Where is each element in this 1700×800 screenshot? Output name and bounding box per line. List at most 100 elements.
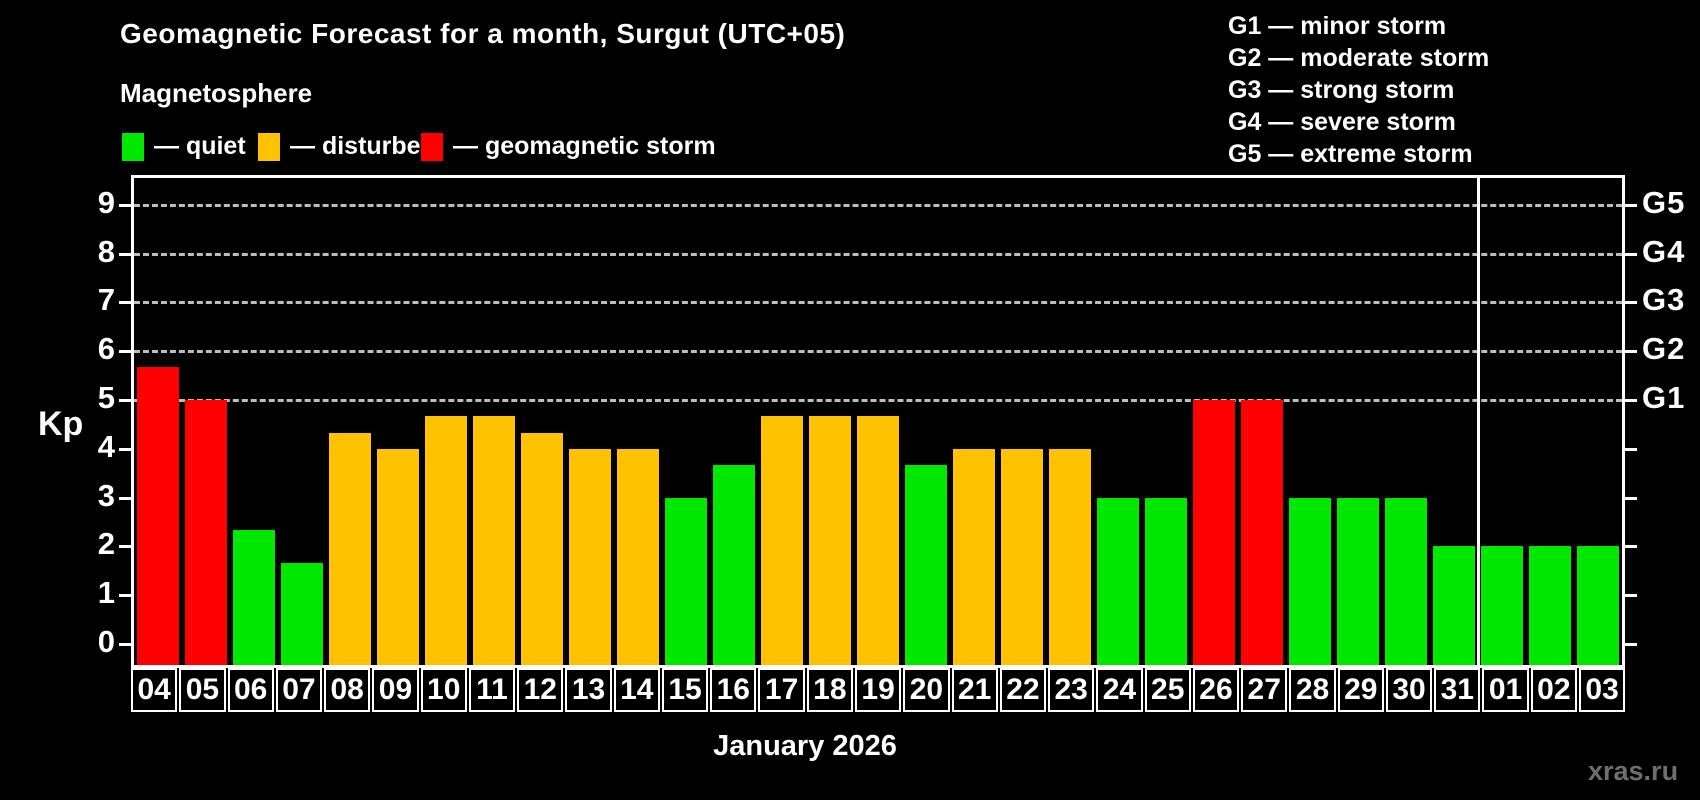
legend-label-disturbed: — disturbed bbox=[290, 132, 436, 160]
day-label-15: 15 bbox=[661, 668, 709, 712]
legend-item-storm: — geomagnetic storm bbox=[421, 132, 716, 161]
y-tick-mark-right-8 bbox=[1625, 252, 1637, 256]
y-tick-label-8: 8 bbox=[97, 233, 115, 269]
y-tick-label-0: 0 bbox=[97, 624, 115, 660]
bar-day-29 bbox=[1337, 497, 1379, 665]
magnetosphere-heading: Magnetosphere bbox=[120, 78, 313, 108]
g1-legend-line: G1 — minor storm bbox=[1228, 12, 1447, 40]
g-axis-label-g1: G1 bbox=[1642, 380, 1686, 416]
bar-day-18 bbox=[809, 416, 851, 665]
y-tick-label-1: 1 bbox=[97, 575, 115, 611]
disturbed-color-swatch bbox=[258, 132, 280, 161]
y-tick-mark-left-1 bbox=[119, 594, 131, 598]
page-title: Geomagnetic Forecast for a month, Surgut… bbox=[120, 18, 846, 49]
y-tick-label-9: 9 bbox=[97, 184, 115, 220]
y-tick-mark-right-1 bbox=[1625, 594, 1637, 598]
day-label-27: 27 bbox=[1241, 668, 1288, 712]
day-label-17: 17 bbox=[758, 668, 805, 712]
bar-day-03 bbox=[1577, 546, 1619, 665]
y-tick-mark-right-2 bbox=[1625, 545, 1637, 549]
bar-day-12 bbox=[521, 432, 563, 665]
day-label-14: 14 bbox=[613, 668, 660, 712]
bar-day-01 bbox=[1481, 546, 1523, 665]
bar-day-13 bbox=[569, 448, 611, 665]
legend-item-quiet: — quiet bbox=[122, 132, 246, 161]
day-label-31: 31 bbox=[1434, 668, 1481, 712]
day-label-01: 01 bbox=[1482, 668, 1529, 712]
storm-color-swatch bbox=[421, 132, 443, 161]
g-axis-label-g5: G5 bbox=[1642, 184, 1686, 220]
g3-legend-line: G3 — strong storm bbox=[1228, 76, 1455, 104]
bar-day-07 bbox=[281, 562, 323, 665]
y-tick-mark-right-0 bbox=[1625, 643, 1637, 647]
y-tick-mark-right-3 bbox=[1625, 496, 1637, 500]
day-label-20: 20 bbox=[903, 668, 950, 712]
bar-day-23 bbox=[1049, 448, 1091, 665]
quiet-color-swatch bbox=[122, 132, 144, 161]
day-label-28: 28 bbox=[1289, 668, 1336, 712]
g-axis-label-g3: G3 bbox=[1642, 282, 1686, 318]
bar-day-06 bbox=[233, 530, 275, 665]
bar-day-15 bbox=[665, 497, 707, 665]
bar-day-11 bbox=[473, 416, 515, 665]
day-label-09: 09 bbox=[372, 668, 419, 712]
day-label-18: 18 bbox=[806, 668, 853, 712]
y-tick-mark-left-8 bbox=[119, 252, 131, 256]
legend-label-quiet: — quiet bbox=[154, 132, 246, 160]
day-label-30: 30 bbox=[1385, 668, 1433, 712]
bar-day-31 bbox=[1433, 546, 1475, 665]
y-tick-mark-left-9 bbox=[119, 203, 131, 207]
day-label-03: 03 bbox=[1578, 668, 1626, 712]
bar-day-30 bbox=[1385, 497, 1427, 665]
day-label-08: 08 bbox=[324, 668, 371, 712]
g-axis-label-g4: G4 bbox=[1642, 233, 1686, 269]
g2-legend-line: G2 — moderate storm bbox=[1228, 44, 1490, 72]
y-tick-mark-right-5 bbox=[1625, 399, 1637, 403]
y-tick-mark-left-0 bbox=[119, 643, 131, 647]
bar-day-27 bbox=[1241, 400, 1283, 665]
bar-day-16 bbox=[713, 464, 755, 665]
day-label-02: 02 bbox=[1530, 668, 1577, 712]
legend-item-disturbed: — disturbed bbox=[258, 132, 436, 161]
y-tick-mark-left-7 bbox=[119, 301, 131, 305]
day-label-04: 04 bbox=[131, 668, 178, 712]
watermark: xras.ru bbox=[1588, 756, 1679, 786]
bar-day-24 bbox=[1097, 497, 1139, 665]
y-axis-label: Kp bbox=[38, 405, 84, 443]
y-tick-mark-right-4 bbox=[1625, 447, 1637, 451]
y-tick-label-6: 6 bbox=[97, 331, 115, 367]
day-label-13: 13 bbox=[565, 668, 612, 712]
y-tick-label-4: 4 bbox=[97, 428, 115, 464]
bar-day-20 bbox=[905, 464, 947, 665]
day-label-24: 24 bbox=[1096, 668, 1143, 712]
day-label-07: 07 bbox=[275, 668, 323, 712]
y-tick-label-5: 5 bbox=[97, 380, 115, 416]
g5-legend-line: G5 — extreme storm bbox=[1228, 140, 1473, 168]
g-scale-legend: G1 — minor storm G2 — moderate storm G3 … bbox=[1228, 10, 1489, 170]
y-tick-mark-right-7 bbox=[1625, 301, 1637, 305]
g-axis-label-g2: G2 bbox=[1642, 331, 1686, 367]
g4-legend-line: G4 — severe storm bbox=[1228, 108, 1456, 136]
day-label-23: 23 bbox=[1048, 668, 1095, 712]
bar-day-04 bbox=[137, 367, 179, 665]
bar-day-17 bbox=[761, 416, 803, 665]
day-label-21: 21 bbox=[951, 668, 998, 712]
y-tick-mark-left-3 bbox=[119, 496, 131, 500]
bar-day-08 bbox=[329, 432, 371, 665]
y-tick-mark-left-6 bbox=[119, 350, 131, 354]
legend-label-storm: — geomagnetic storm bbox=[453, 132, 716, 160]
day-label-29: 29 bbox=[1337, 668, 1384, 712]
y-tick-label-3: 3 bbox=[97, 477, 115, 513]
day-label-26: 26 bbox=[1192, 668, 1240, 712]
day-label-25: 25 bbox=[1144, 668, 1191, 712]
y-tick-label-7: 7 bbox=[97, 282, 115, 318]
bar-day-26 bbox=[1193, 400, 1235, 665]
x-axis-label: January 2026 bbox=[713, 730, 897, 762]
bar-day-05 bbox=[185, 400, 227, 665]
y-tick-mark-right-6 bbox=[1625, 350, 1637, 354]
bar-day-19 bbox=[857, 416, 899, 665]
day-label-11: 11 bbox=[468, 668, 516, 712]
bar-day-25 bbox=[1145, 497, 1187, 665]
day-label-10: 10 bbox=[420, 668, 467, 712]
